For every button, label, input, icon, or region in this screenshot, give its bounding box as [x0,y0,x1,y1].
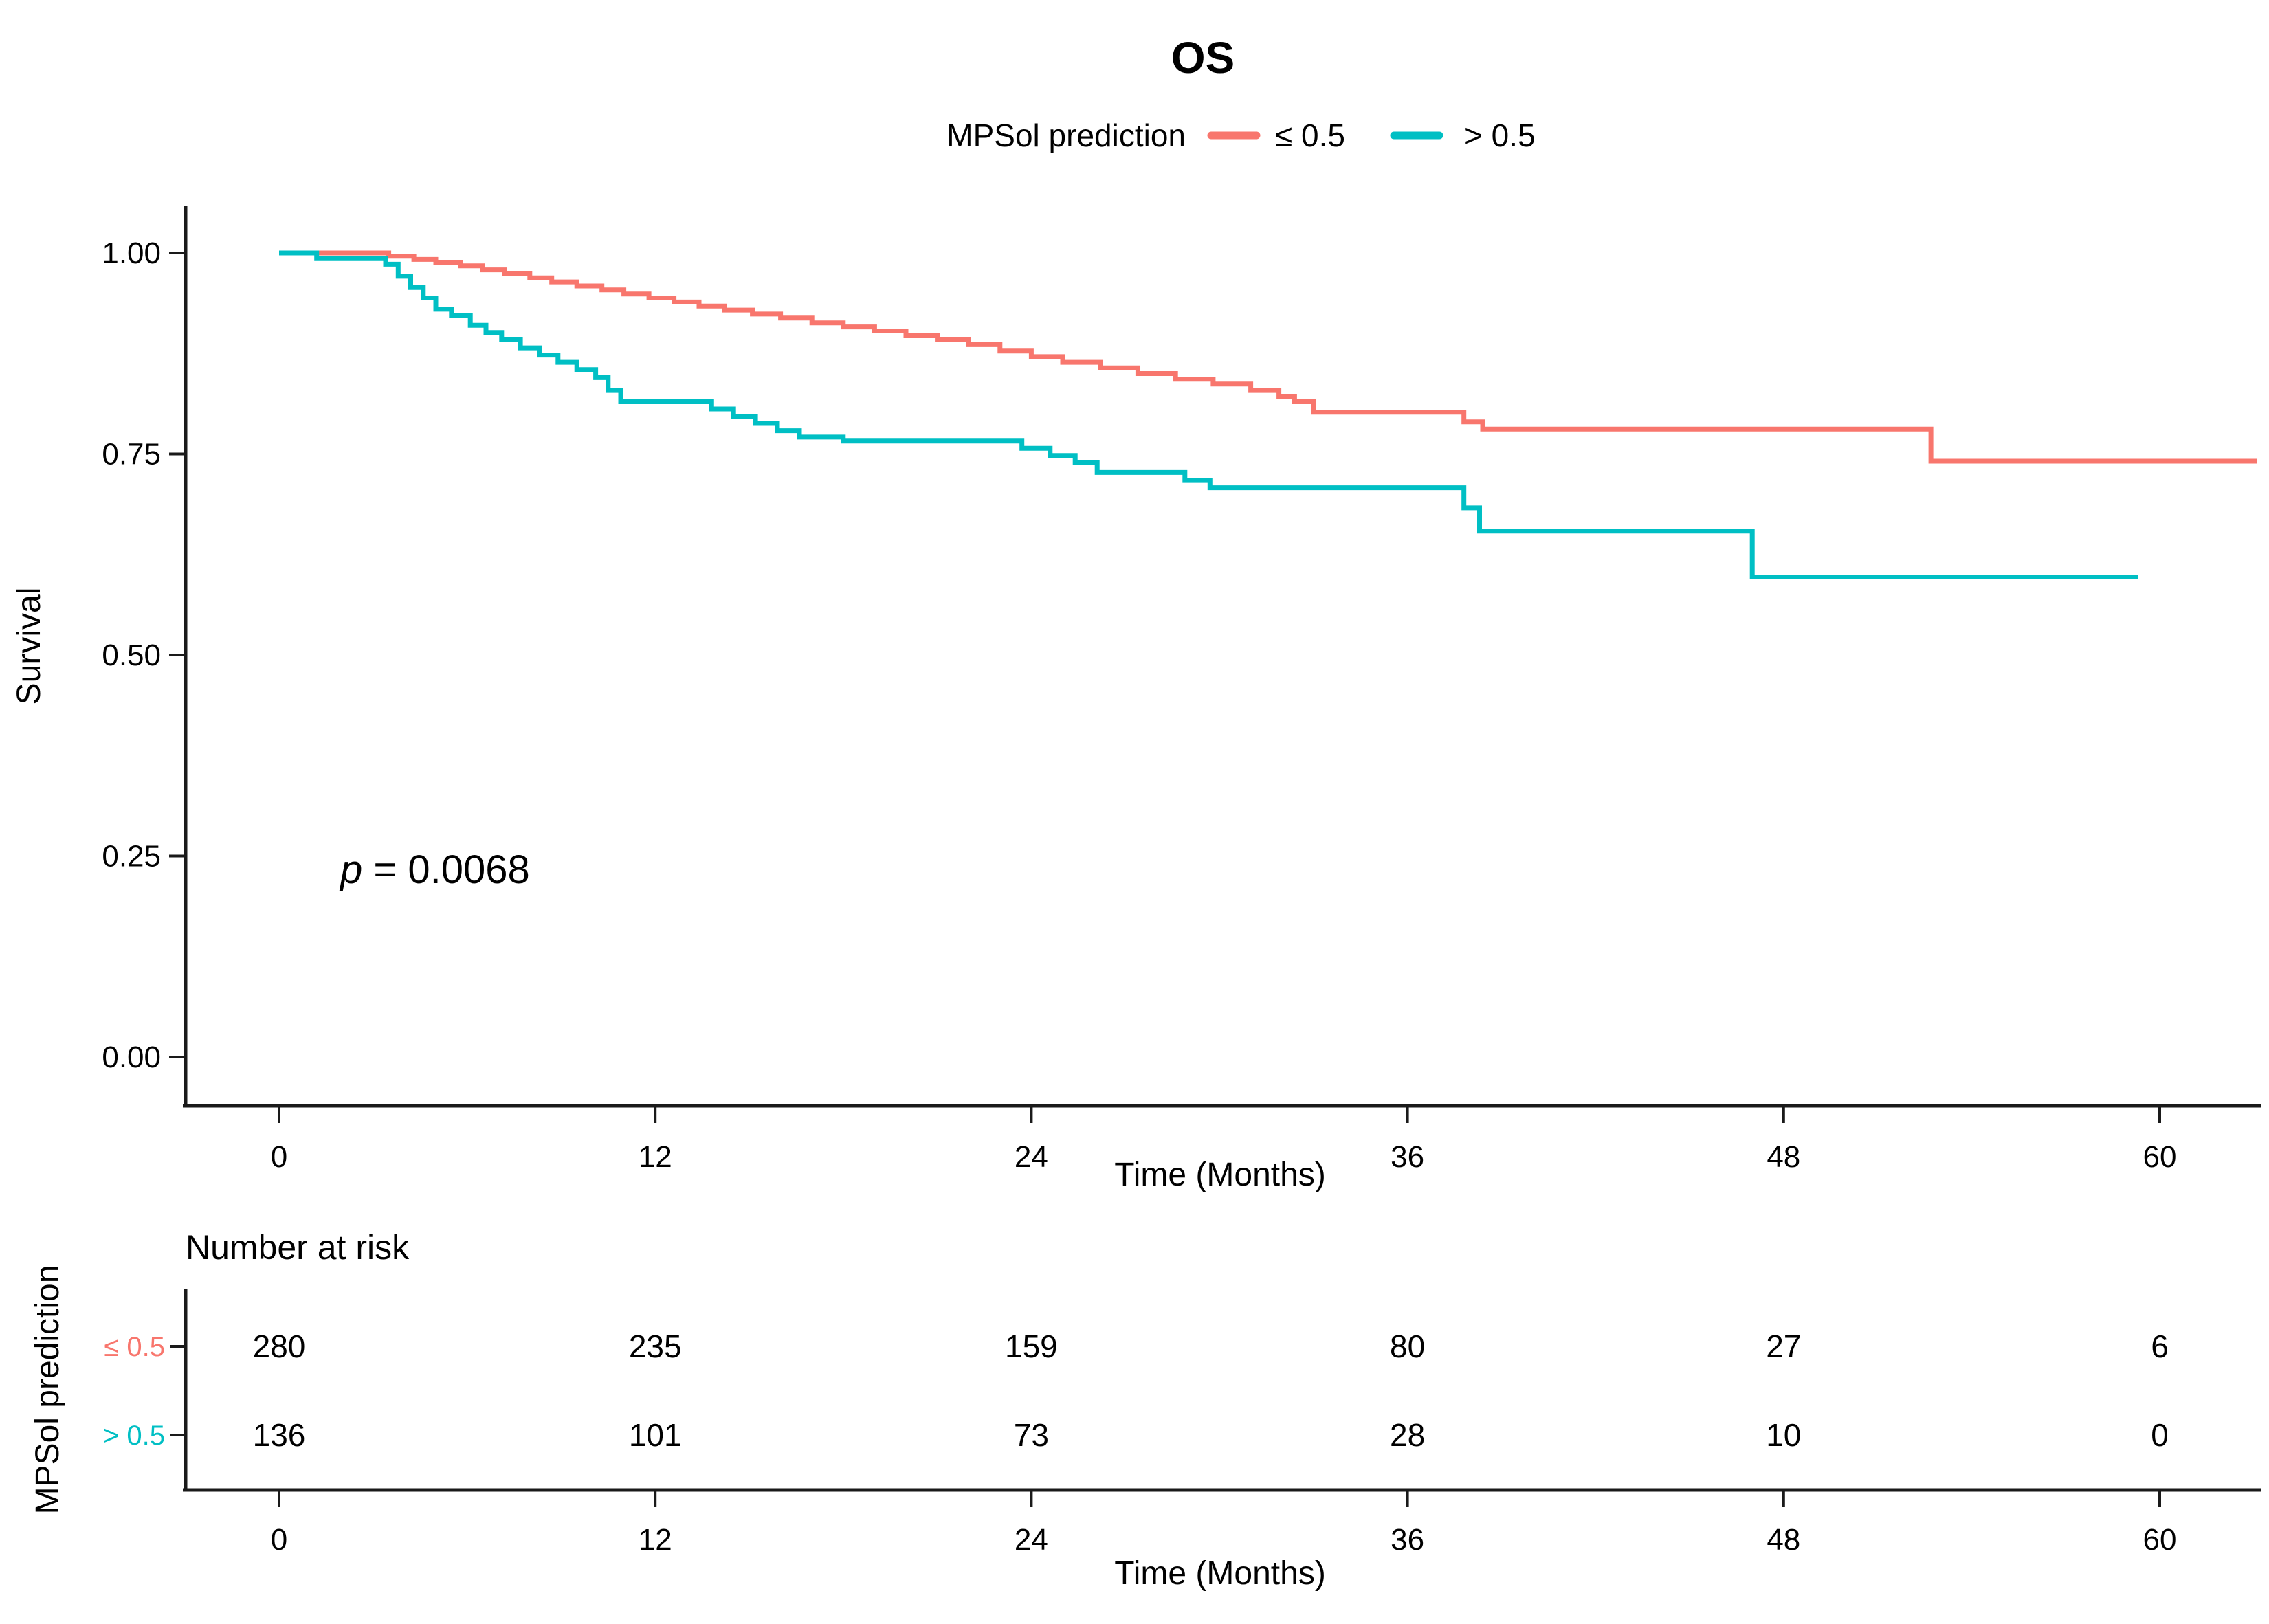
risk-x-tick-label: 12 [639,1523,672,1557]
risk-x-tick-label: 24 [1015,1523,1048,1557]
risk-count: 80 [1390,1328,1425,1364]
km-curve-gt05 [279,250,2138,579]
risk-count: 159 [1005,1328,1058,1364]
risk-count: 136 [253,1417,306,1453]
risk-table-title: Number at risk [186,1228,410,1267]
x-tick-label: 0 [271,1140,287,1174]
x-tick-label: 36 [1391,1140,1424,1174]
risk-x-tick-label: 60 [2143,1523,2177,1557]
y-tick-label: 0.25 [102,840,161,874]
risk-table-axis-title-vertical: MPSol prediction [30,1265,66,1515]
y-axis-ticks: 1.00 0.75 0.50 0.25 0.00 [102,236,184,1074]
risk-x-tick-label: 36 [1391,1523,1424,1557]
risk-count: 10 [1766,1417,1801,1453]
legend: MPSol prediction ≤ 0.5 > 0.5 [947,118,1535,153]
y-tick-label: 0.50 [102,638,161,672]
risk-x-tick-label: 0 [271,1523,287,1557]
x-axis-title: Time (Months) [1114,1157,1326,1193]
risk-count: 280 [253,1328,306,1364]
chart-title: OS [1171,33,1235,82]
x-tick-label: 24 [1015,1140,1048,1174]
km-curve-le05 [279,250,2257,464]
x-tick-label: 48 [1767,1140,1800,1174]
x-tick-label: 12 [639,1140,672,1174]
y-axis-title: Survival [11,588,47,705]
risk-count: 0 [2151,1417,2169,1453]
legend-title: MPSol prediction [947,118,1186,153]
risk-count: 6 [2151,1328,2169,1364]
survival-curves [279,250,2257,579]
x-axis-ticks: 0 12 24 36 48 60 [271,1107,2177,1174]
risk-x-tick-label: 48 [1767,1523,1800,1557]
risk-table-rows: ≤ 0.5 280 235 159 80 27 6 > 0.5 136 101 73 28 10 0 [103,1328,2169,1453]
y-tick-label: 0.75 [102,438,161,471]
risk-count: 101 [629,1417,682,1453]
risk-table-x-axis-title: Time (Months) [1114,1555,1326,1592]
x-tick-label: 60 [2143,1140,2177,1174]
legend-label-le05: ≤ 0.5 [1275,118,1345,153]
risk-table-x-ticks: 0 12 24 36 48 60 [271,1491,2177,1557]
risk-count: 28 [1390,1417,1425,1453]
risk-count: 73 [1014,1417,1049,1453]
risk-count: 235 [629,1328,682,1364]
y-tick-label: 1.00 [102,236,161,270]
p-value-annotation: p = 0.0068 [339,847,530,892]
legend-label-gt05: > 0.5 [1464,118,1536,153]
risk-count: 27 [1766,1328,1801,1364]
risk-row-label: > 0.5 [103,1421,165,1451]
y-tick-label: 0.00 [102,1041,161,1074]
risk-row-label: ≤ 0.5 [104,1332,165,1362]
